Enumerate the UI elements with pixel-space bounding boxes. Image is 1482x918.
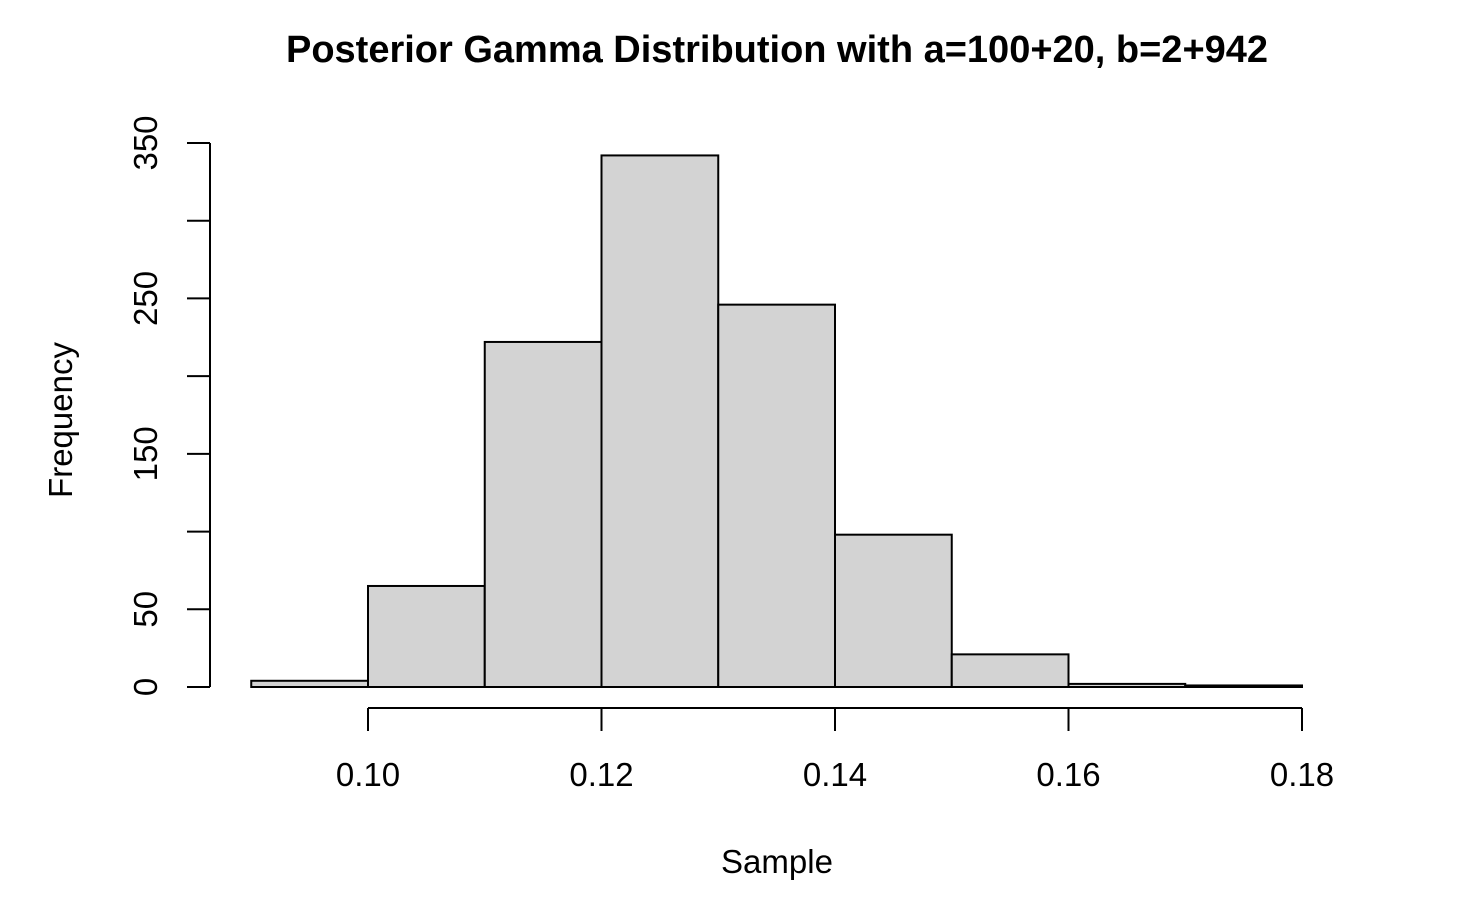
histogram-bar xyxy=(1184,684,1303,689)
x-axis-title: Sample xyxy=(721,843,833,880)
histogram-bar xyxy=(250,679,369,688)
y-axis: 0 50 150 250 350 xyxy=(127,115,211,696)
bars-group xyxy=(250,154,1303,689)
histogram-bar xyxy=(367,584,486,689)
y-axis-title: Frequency xyxy=(42,342,79,498)
histogram-bar xyxy=(600,154,720,689)
histogram-bar xyxy=(1067,682,1187,688)
x-tick-label: 0.10 xyxy=(336,756,400,793)
chart-title: Posterior Gamma Distribution with a=100+… xyxy=(286,29,1268,71)
y-tick-label: 0 xyxy=(127,678,164,696)
histogram-bar xyxy=(483,340,603,688)
y-tick-label: 150 xyxy=(127,426,164,481)
x-axis: 0.10 0.12 0.14 0.16 0.18 xyxy=(336,707,1334,793)
histogram-bar xyxy=(834,533,953,688)
x-tick-label: 0.18 xyxy=(1270,756,1334,793)
y-tick-label: 250 xyxy=(127,271,164,326)
histogram-bar xyxy=(717,303,836,688)
x-tick-label: 0.14 xyxy=(803,756,867,793)
x-tick-label: 0.12 xyxy=(569,756,633,793)
x-tick-label: 0.16 xyxy=(1036,756,1100,793)
histogram-bar xyxy=(950,653,1070,688)
y-tick-label: 50 xyxy=(127,591,164,628)
y-tick-label: 350 xyxy=(127,115,164,170)
